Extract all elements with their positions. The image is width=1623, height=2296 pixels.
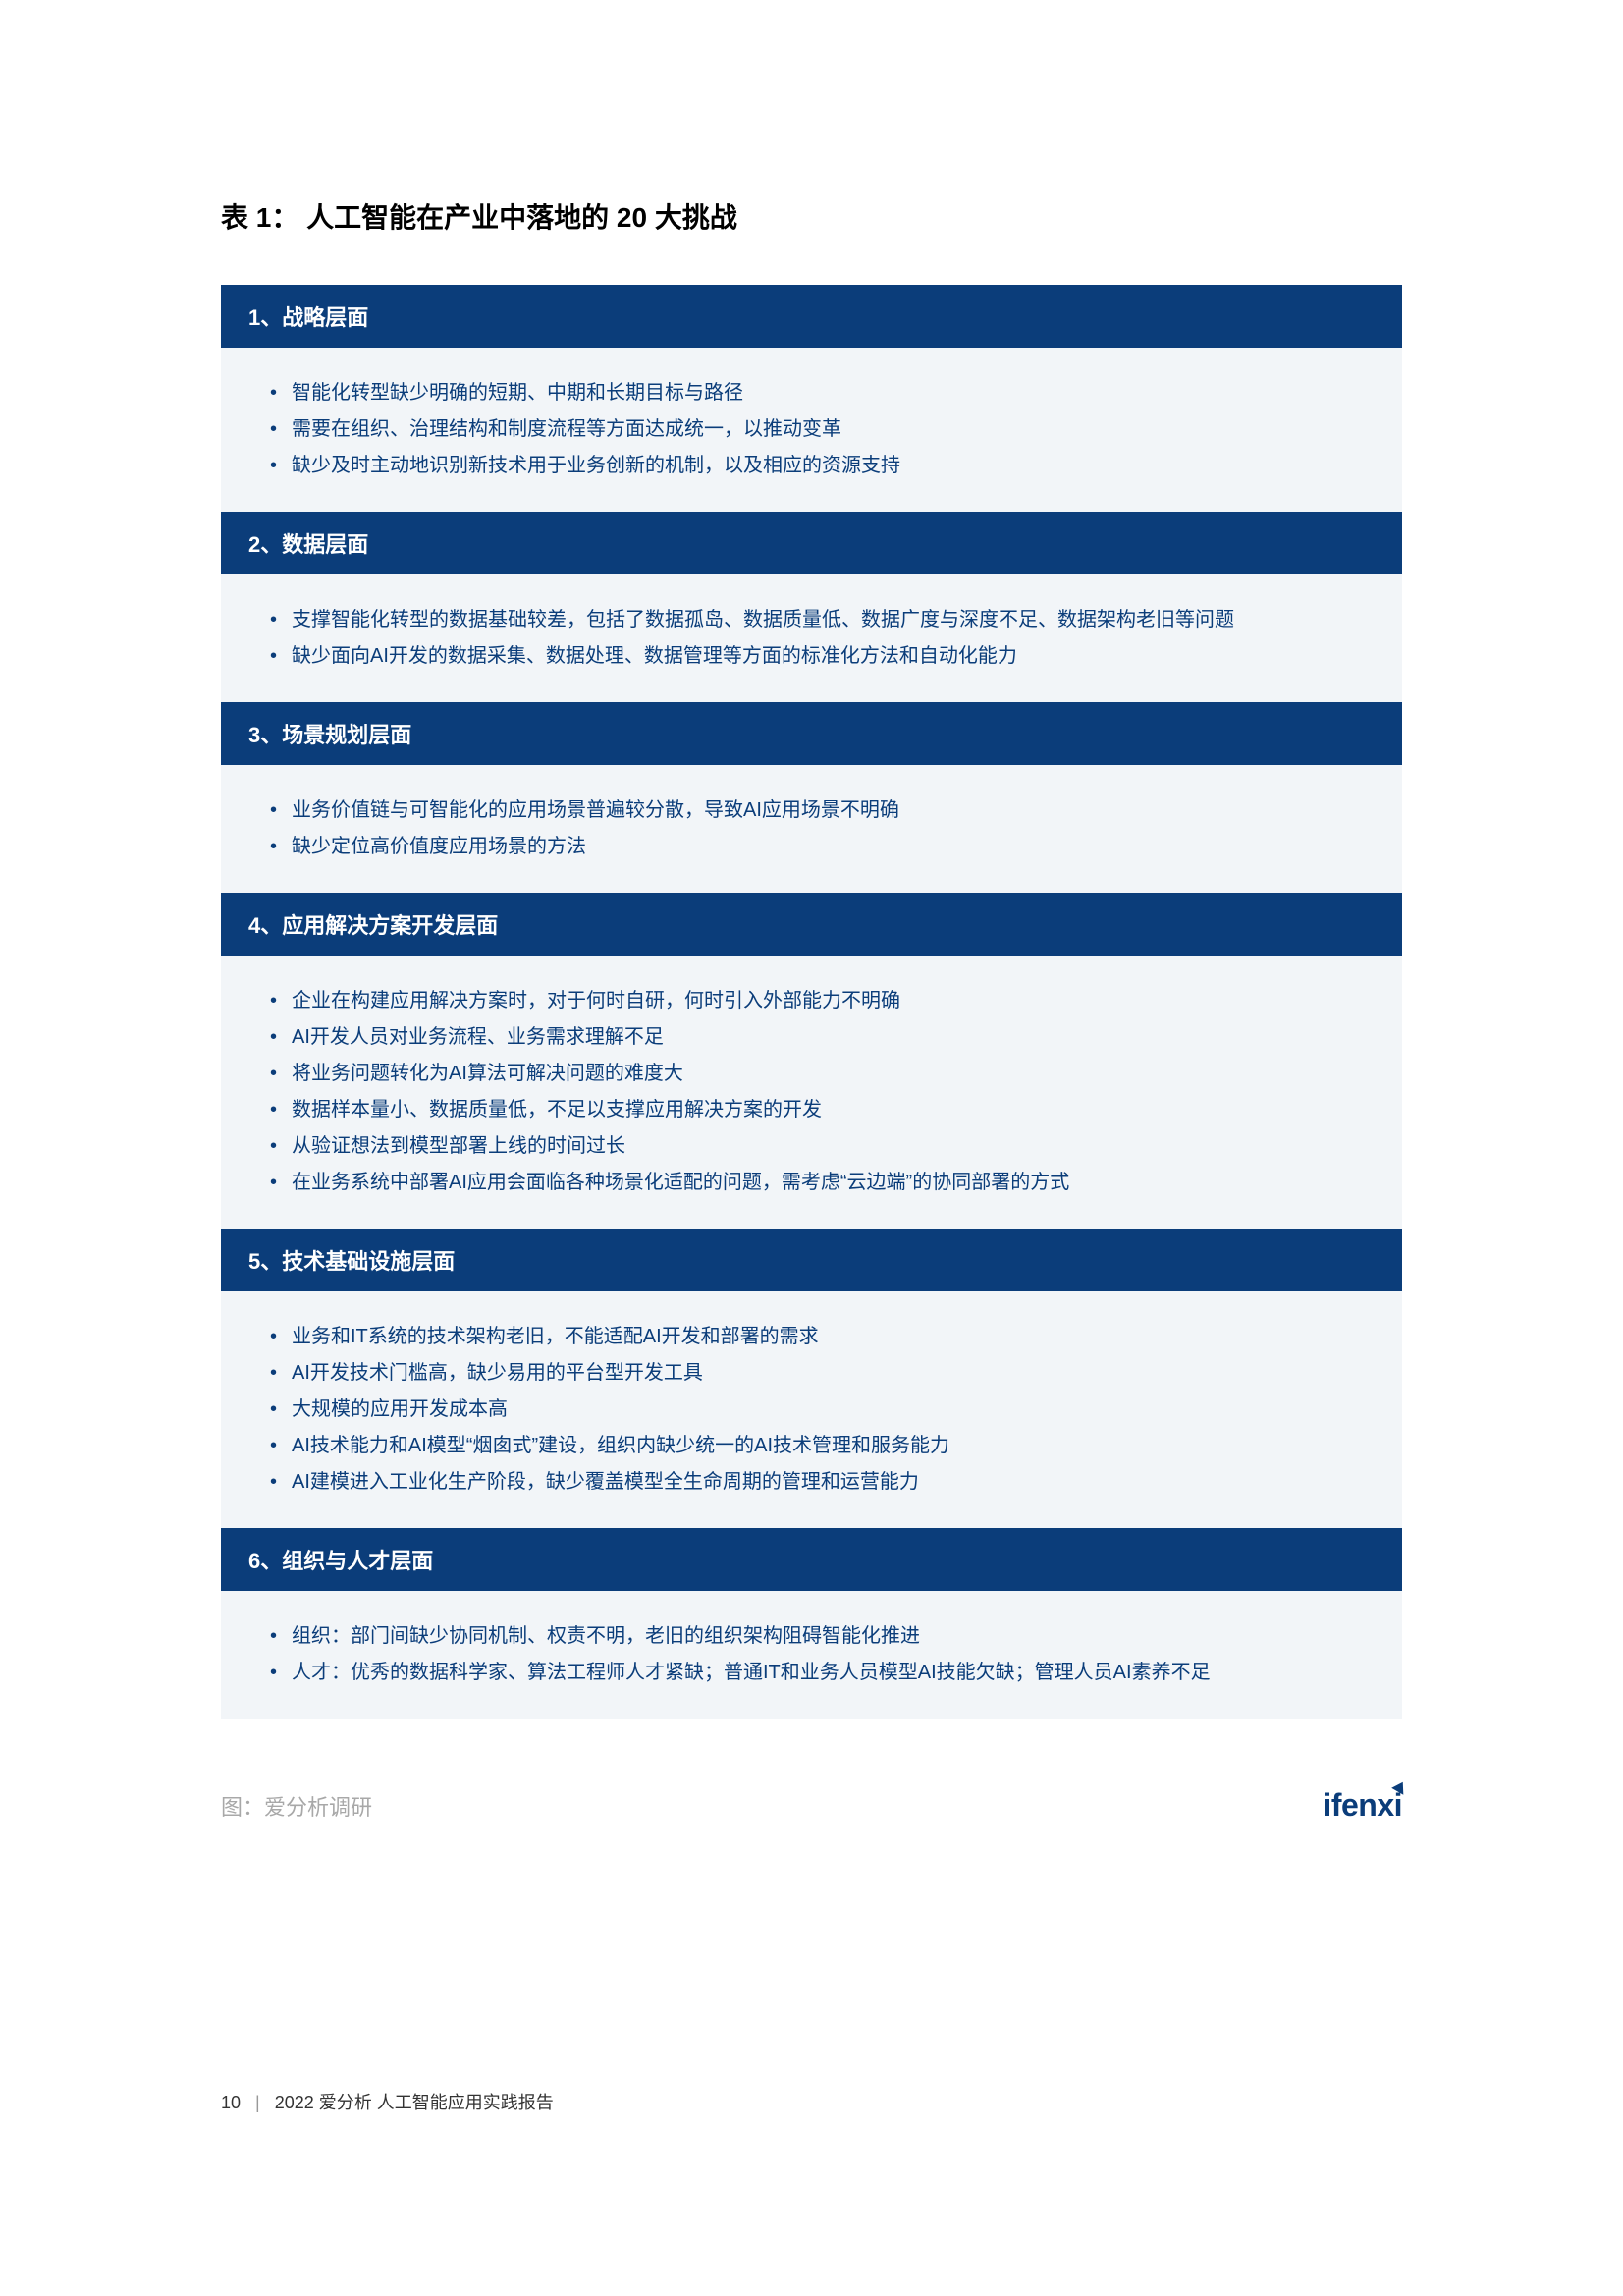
challenge-item: AI建模进入工业化生产阶段，缺少覆盖模型全生命周期的管理和运营能力 — [270, 1464, 1375, 1501]
section-body: 支撑智能化转型的数据基础较差，包括了数据孤岛、数据质量低、数据广度与深度不足、数… — [221, 574, 1402, 702]
challenge-item: 大规模的应用开发成本高 — [270, 1392, 1375, 1428]
challenge-table: 1、战略层面智能化转型缺少明确的短期、中期和长期目标与路径需要在组织、治理结构和… — [221, 285, 1402, 1719]
section-header: 4、应用解决方案开发层面 — [221, 893, 1402, 956]
challenge-item: 业务和IT系统的技术架构老旧，不能适配AI开发和部署的需求 — [270, 1319, 1375, 1355]
section-header: 1、战略层面 — [221, 285, 1402, 348]
challenge-item: 缺少及时主动地识别新技术用于业务创新的机制，以及相应的资源支持 — [270, 448, 1375, 484]
challenge-item: 缺少面向AI开发的数据采集、数据处理、数据管理等方面的标准化方法和自动化能力 — [270, 638, 1375, 675]
challenge-item: 企业在构建应用解决方案时，对于何时自研，何时引入外部能力不明确 — [270, 983, 1375, 1019]
section-body: 业务和IT系统的技术架构老旧，不能适配AI开发和部署的需求AI开发技术门槛高，缺… — [221, 1291, 1402, 1528]
challenge-item: AI开发人员对业务流程、业务需求理解不足 — [270, 1019, 1375, 1056]
challenge-item: AI技术能力和AI模型“烟囱式”建设，组织内缺少统一的AI技术管理和服务能力 — [270, 1428, 1375, 1464]
challenge-item: 数据样本量小、数据质量低，不足以支撑应用解决方案的开发 — [270, 1092, 1375, 1128]
page-footer: 10 | 2022 爱分析 人工智能应用实践报告 — [221, 2089, 554, 2114]
challenge-item: 在业务系统中部署AI应用会面临各种场景化适配的问题，需考虑“云边端”的协同部署的… — [270, 1165, 1375, 1201]
challenge-item: 缺少定位高价值度应用场景的方法 — [270, 829, 1375, 865]
challenge-item: 业务价值链与可智能化的应用场景普遍较分散，导致AI应用场景不明确 — [270, 793, 1375, 829]
section-header: 2、数据层面 — [221, 512, 1402, 574]
section-body: 企业在构建应用解决方案时，对于何时自研，何时引入外部能力不明确AI开发人员对业务… — [221, 956, 1402, 1229]
challenge-item: 从验证想法到模型部署上线的时间过长 — [270, 1128, 1375, 1165]
section-body: 业务价值链与可智能化的应用场景普遍较分散，导致AI应用场景不明确缺少定位高价值度… — [221, 765, 1402, 893]
challenge-item: AI开发技术门槛高，缺少易用的平台型开发工具 — [270, 1355, 1375, 1392]
page-number: 10 — [221, 2093, 241, 2112]
footer-divider: | — [255, 2093, 260, 2112]
challenge-item: 将业务问题转化为AI算法可解决问题的难度大 — [270, 1056, 1375, 1092]
source-label: 图：爱分析调研 — [221, 1790, 372, 1822]
report-title: 2022 爱分析 人工智能应用实践报告 — [275, 2093, 554, 2112]
section-body: 组织：部门间缺少协同机制、权责不明，老旧的组织架构阻碍智能化推进人才：优秀的数据… — [221, 1591, 1402, 1719]
source-row: 图：爱分析调研 ifenxi — [221, 1777, 1402, 1824]
challenge-item: 需要在组织、治理结构和制度流程等方面达成统一，以推动变革 — [270, 411, 1375, 448]
table-title: 表 1： 人工智能在产业中落地的 20 大挑战 — [221, 196, 1402, 236]
challenge-item: 人才：优秀的数据科学家、算法工程师人才紧缺；普通IT和业务人员模型AI技能欠缺；… — [270, 1655, 1375, 1691]
section-header: 3、场景规划层面 — [221, 702, 1402, 765]
brand-name: ifenxi — [1323, 1787, 1402, 1823]
brand-logo: ifenxi — [1323, 1787, 1402, 1824]
section-body: 智能化转型缺少明确的短期、中期和长期目标与路径需要在组织、治理结构和制度流程等方… — [221, 348, 1402, 512]
challenge-item: 智能化转型缺少明确的短期、中期和长期目标与路径 — [270, 375, 1375, 411]
section-header: 5、技术基础设施层面 — [221, 1229, 1402, 1291]
challenge-item: 支撑智能化转型的数据基础较差，包括了数据孤岛、数据质量低、数据广度与深度不足、数… — [270, 602, 1375, 638]
challenge-item: 组织：部门间缺少协同机制、权责不明，老旧的组织架构阻碍智能化推进 — [270, 1618, 1375, 1655]
section-header: 6、组织与人才层面 — [221, 1528, 1402, 1591]
